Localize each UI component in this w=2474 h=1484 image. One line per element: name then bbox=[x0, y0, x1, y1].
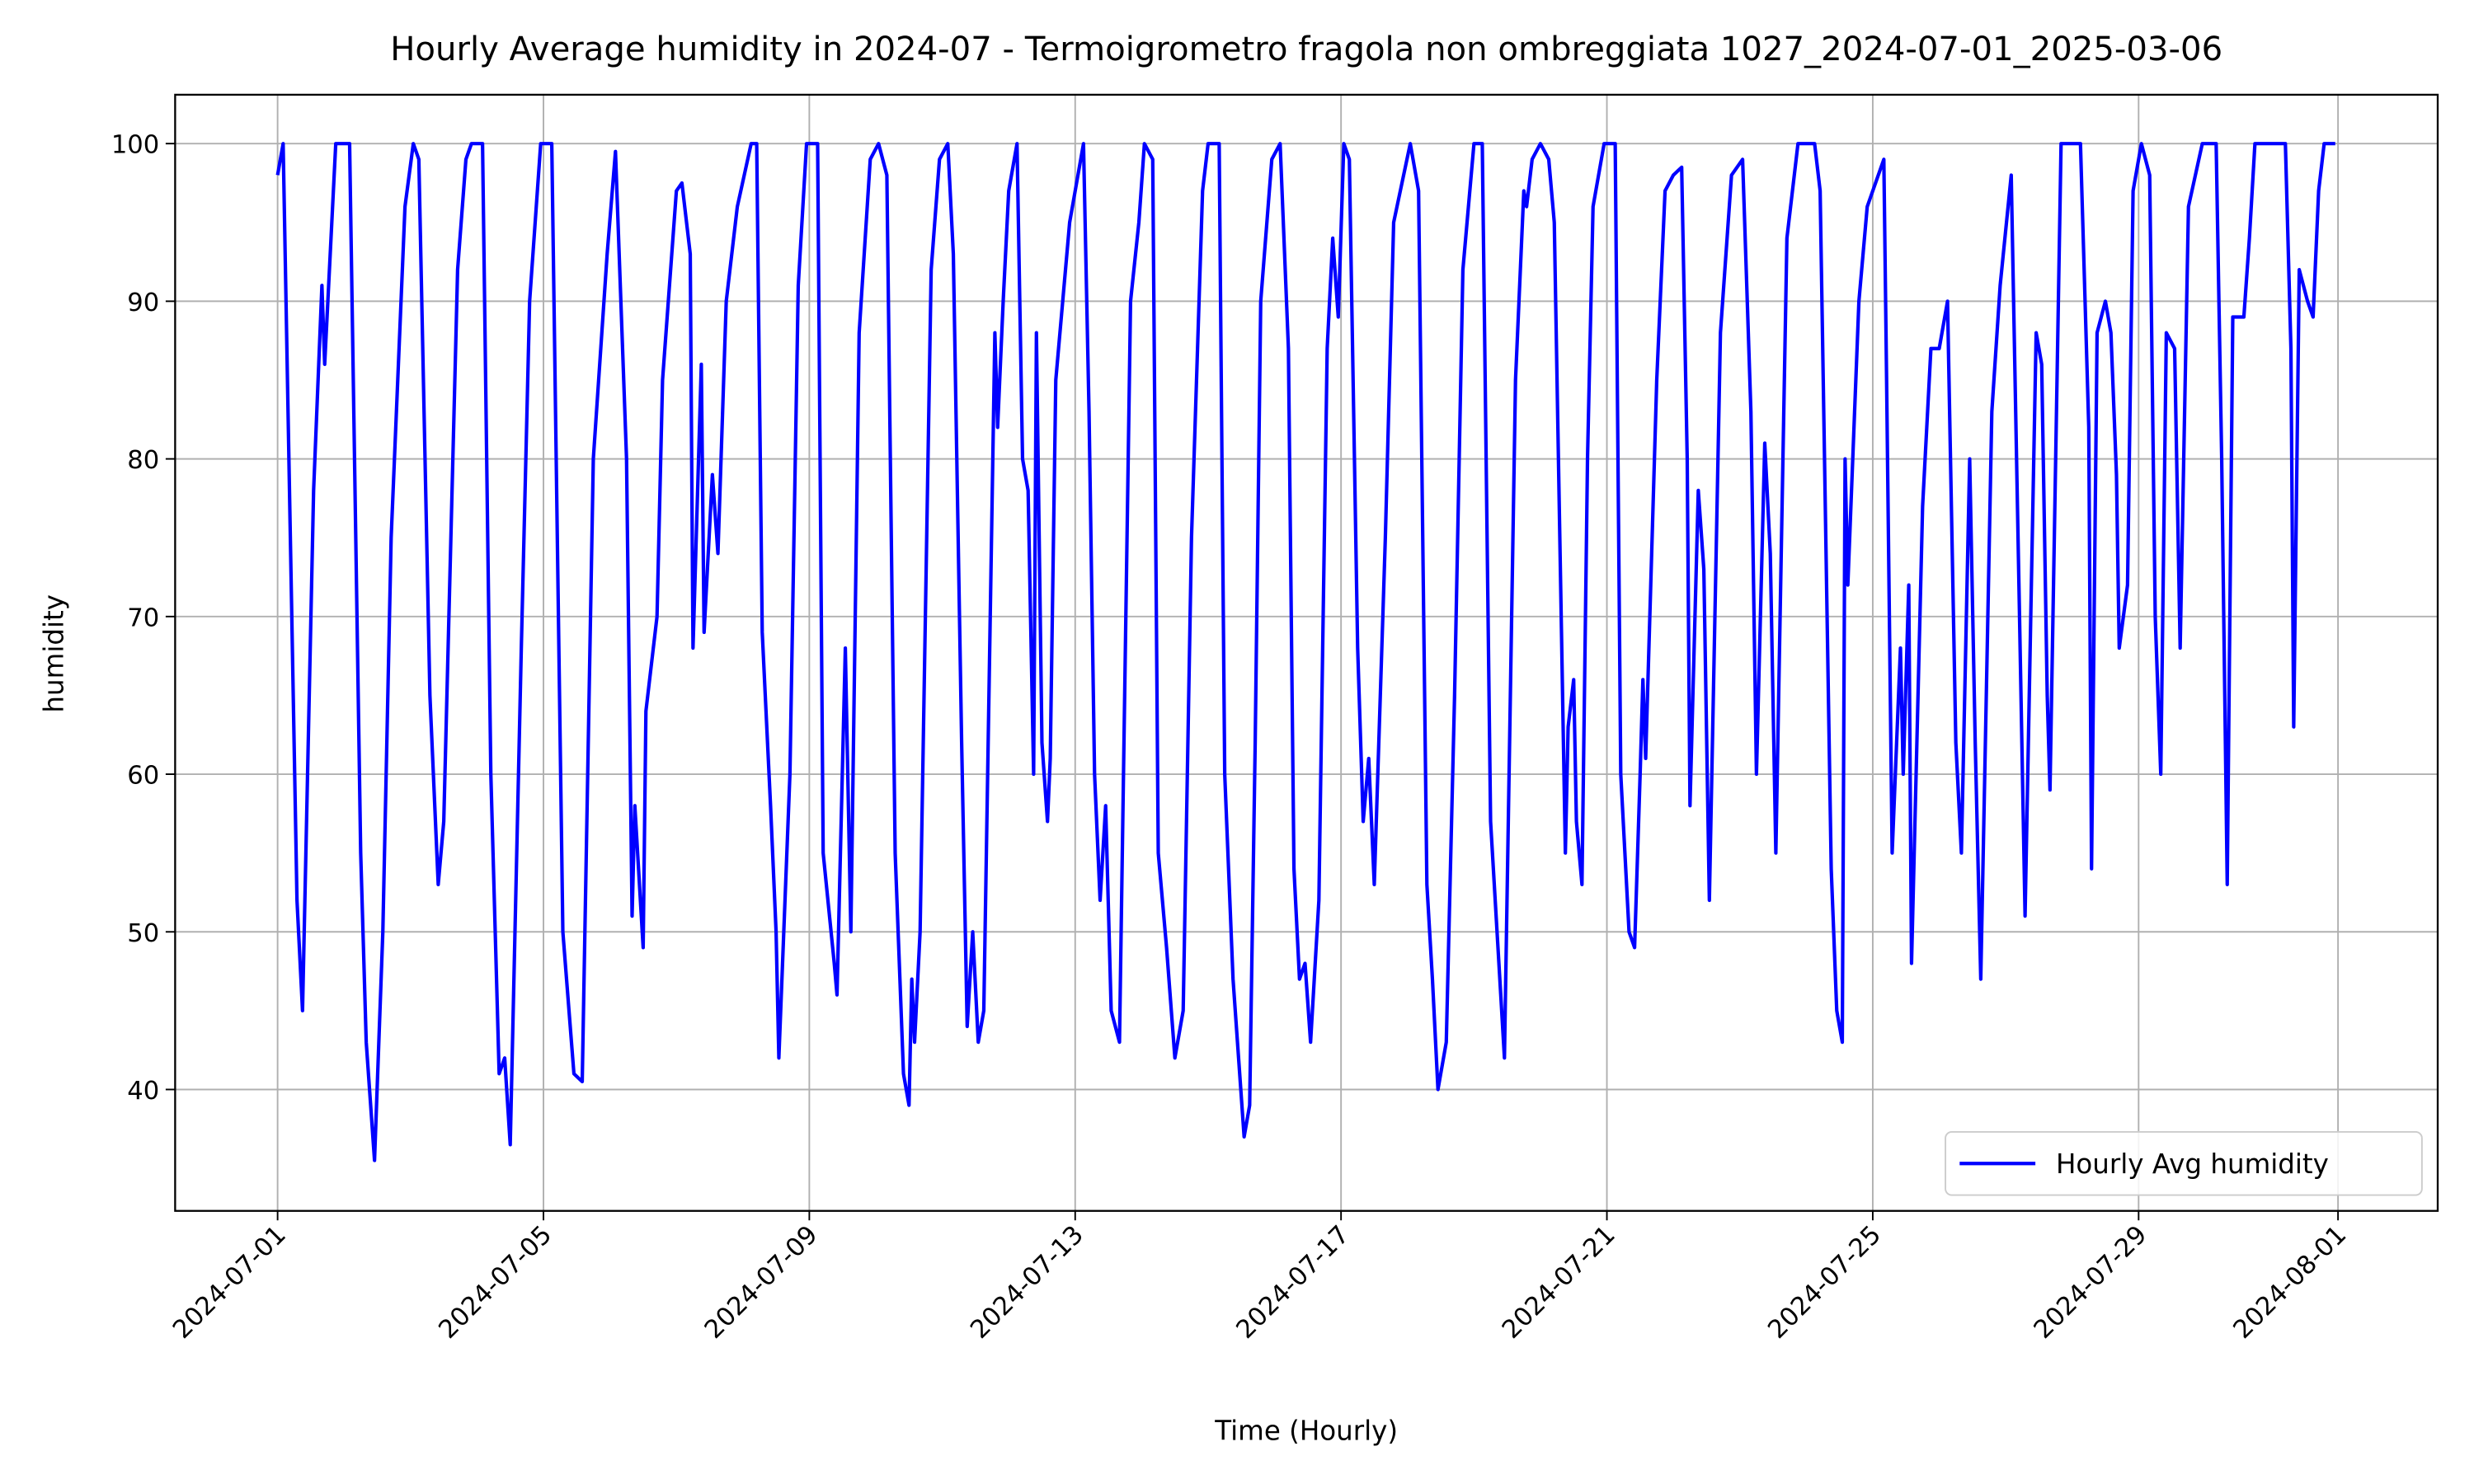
x-axis-label: Time (Hourly) bbox=[1214, 1415, 1398, 1446]
data-line bbox=[275, 142, 2335, 1162]
legend: Hourly Avg humidity bbox=[1945, 1131, 2423, 1196]
chart-title: Hourly Average humidity in 2024-07 - Ter… bbox=[390, 31, 2222, 68]
y-tick-label: 60 bbox=[127, 762, 159, 791]
y-axis-label: humidity bbox=[39, 594, 70, 713]
y-tick-label: 70 bbox=[127, 603, 159, 632]
legend-label: Hourly Avg humidity bbox=[2056, 1148, 2329, 1180]
y-tick-label: 80 bbox=[127, 446, 159, 475]
y-tick-label: 40 bbox=[127, 1077, 159, 1106]
y-tick-label: 90 bbox=[127, 289, 159, 317]
y-tick-label: 50 bbox=[127, 919, 159, 948]
legend-box bbox=[1945, 1131, 2423, 1196]
y-tick-label: 100 bbox=[111, 131, 159, 160]
plot-frame bbox=[174, 93, 2439, 1212]
